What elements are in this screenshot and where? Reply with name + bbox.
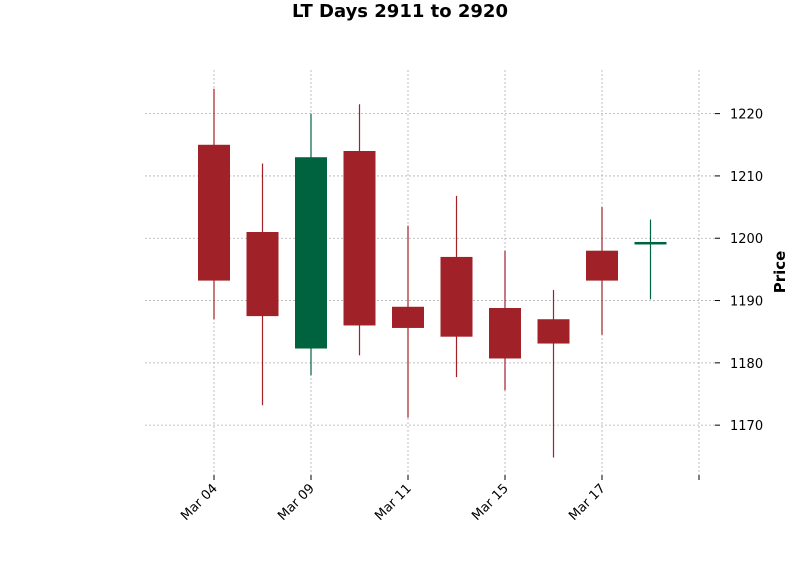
grid-layer [145, 70, 715, 475]
candle-body [634, 241, 667, 245]
candle-body [586, 250, 618, 281]
candle-down [440, 195, 473, 378]
y-tick-label: 1180 [730, 357, 763, 372]
candle-body [198, 144, 230, 281]
candle-down [343, 104, 376, 356]
y-tick-label: 1190 [730, 295, 763, 310]
candle-body [537, 319, 570, 344]
candle-up [634, 219, 667, 300]
x-tick-label: Mar 09 [275, 481, 318, 524]
x-tick-label: Mar 17 [566, 481, 609, 524]
y-tick-label: 1220 [730, 108, 763, 123]
candle-body [489, 308, 521, 359]
candle-up [295, 113, 327, 376]
candle-down [246, 163, 279, 406]
x-tick-label: Mar 15 [469, 481, 512, 524]
y-tick-label: 1210 [730, 170, 763, 185]
y-axis-label: Price [771, 251, 789, 294]
candle-down [392, 225, 424, 418]
candle-down [489, 250, 521, 391]
chart-title: LT Days 2911 to 2920 [292, 1, 508, 22]
candle-down [586, 207, 618, 335]
y-tick-label: 1170 [730, 419, 763, 434]
candle-body [440, 256, 473, 337]
candle-body [246, 232, 279, 317]
x-tick-label: Mar 04 [178, 481, 221, 524]
candle-body [295, 157, 327, 349]
candle-body [392, 306, 424, 328]
x-tick-label: Mar 11 [372, 481, 415, 524]
candle-body [343, 151, 376, 326]
y-axis: 1170 1180 1190 1200 1210 1220 [715, 108, 763, 434]
candle-down [537, 289, 570, 458]
y-tick-label: 1200 [730, 232, 763, 247]
candle-down [198, 88, 230, 320]
candles-layer [198, 88, 667, 458]
x-axis: Mar 04 Mar 09 Mar 11 Mar 15 Mar 17 [178, 475, 700, 524]
